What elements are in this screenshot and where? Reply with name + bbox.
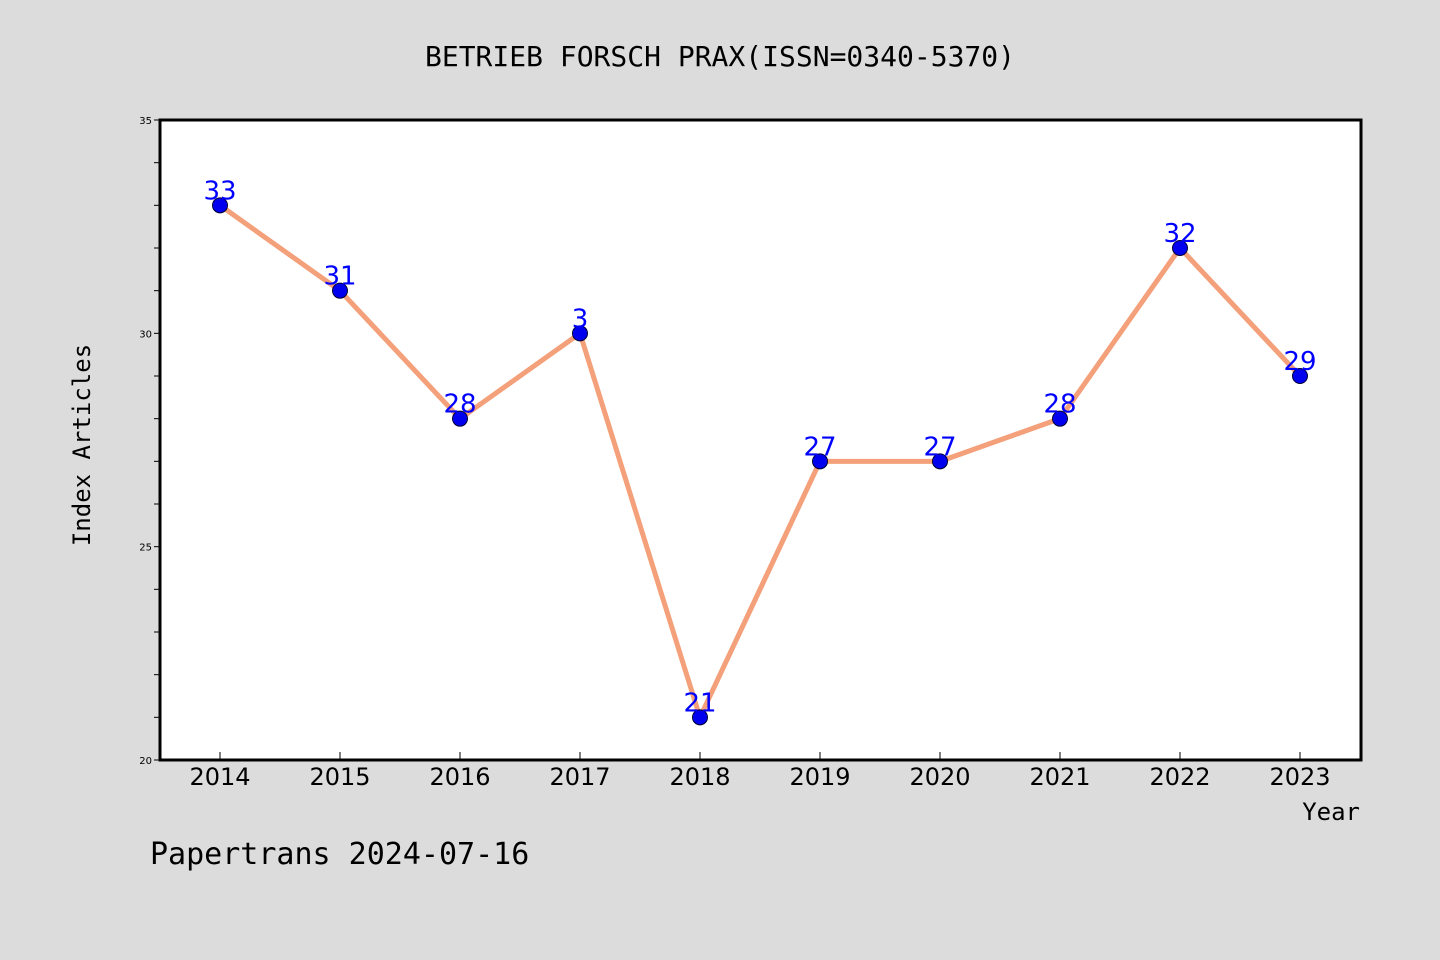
data-point <box>1292 368 1308 384</box>
data-point <box>572 325 588 342</box>
x-tick-label: 2021 <box>1029 763 1090 791</box>
data-point <box>932 453 948 470</box>
data-label: 29 <box>1283 347 1316 377</box>
data-label: 27 <box>803 432 836 462</box>
data-point <box>212 197 228 214</box>
y-tick-label: 30 <box>139 329 152 340</box>
x-tick-label: 2020 <box>909 763 970 791</box>
x-tick-label: 2019 <box>789 763 850 791</box>
chart-title: BETRIEB FORSCH PRAX(ISSN=0340-5370) <box>425 40 1015 73</box>
data-point <box>1052 410 1068 427</box>
x-tick-label: 2016 <box>429 763 490 791</box>
data-label: 31 <box>323 262 356 292</box>
x-tick-label: 2023 <box>1269 763 1330 791</box>
data-label: 27 <box>923 432 956 462</box>
y-tick-label: 35 <box>139 116 152 127</box>
data-point <box>452 410 468 427</box>
x-tick-label: 2014 <box>189 763 250 791</box>
x-axis-title: Year <box>1302 798 1360 826</box>
data-label: 21 <box>683 688 716 718</box>
data-point <box>332 282 348 299</box>
footer-text: Papertrans 2024-07-16 <box>150 837 529 872</box>
series-line <box>217 202 1303 720</box>
data-point <box>1172 240 1188 256</box>
data-point <box>812 453 828 470</box>
data-label: 33 <box>203 176 236 206</box>
y-tick-label: 20 <box>139 756 152 767</box>
x-tick-label: 2017 <box>549 763 610 791</box>
data-point <box>692 709 708 726</box>
x-tick-label: 2022 <box>1149 763 1210 791</box>
y-axis-ticks: 20 25 30 35 <box>139 116 160 767</box>
data-label: 28 <box>443 390 476 420</box>
y-axis-title: Index Articles <box>68 344 96 546</box>
data-label: 3 <box>572 304 589 334</box>
data-label: 28 <box>1043 390 1076 420</box>
data-label: 32 <box>1163 219 1196 249</box>
x-tick-label: 2018 <box>669 763 730 791</box>
plot-area <box>158 118 1363 762</box>
series-layer: 33 31 28 3 21 27 27 28 32 29 <box>203 176 1317 726</box>
y-tick-label: 25 <box>139 543 152 554</box>
x-tick-label: 2015 <box>309 763 370 791</box>
x-axis-ticks: 2014 2015 2016 2017 2018 2019 2020 2021 2022 2023 <box>189 752 1331 791</box>
